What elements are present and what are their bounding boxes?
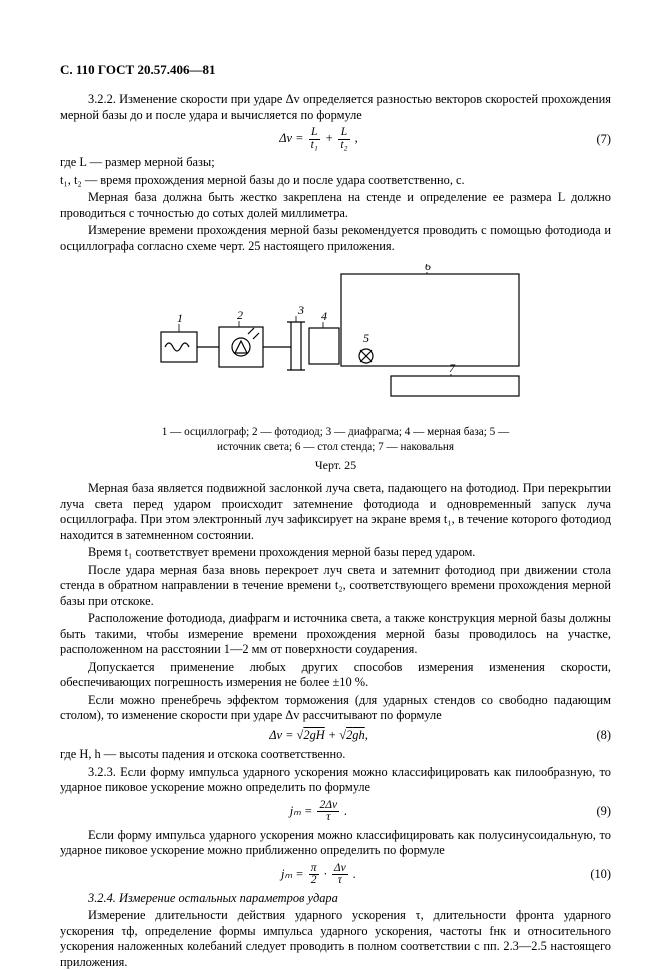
eq8-num: (8) xyxy=(577,728,611,744)
eq7-lhs: Δv = xyxy=(279,131,303,145)
eq7-end: , xyxy=(355,131,358,145)
para-base2: Измерение времени прохождения мерной баз… xyxy=(60,223,611,254)
equation-9: jₘ = 2Δvτ . (9) xyxy=(60,800,611,824)
fig-label-6: 6 xyxy=(425,264,431,273)
eq9-bot: τ xyxy=(317,811,339,824)
eq7-plus: + xyxy=(325,131,333,145)
eq9-end: . xyxy=(344,804,347,818)
eq9-top: 2Δv xyxy=(317,800,339,812)
fig-label-5: 5 xyxy=(363,331,369,345)
equation-8: Δv = √2gH + √2gh, (8) xyxy=(60,728,611,744)
eq7-f1-bot: t₁ xyxy=(309,139,320,152)
eq10-f1-bot: 2 xyxy=(309,874,319,887)
eq7-f2-top: L xyxy=(338,127,349,139)
para-mb1: Мерная база является подвижной заслонкой… xyxy=(60,481,611,543)
sec-324-title: 3.2.4. Измерение остальных параметров уд… xyxy=(60,891,611,907)
para-mb3: После удара мерная база вновь перекроет … xyxy=(60,563,611,610)
eq10-f1-top: π xyxy=(309,863,319,875)
eq7-f1-top: L xyxy=(309,127,320,139)
para-323: 3.2.3. Если форму импульса ударного уско… xyxy=(60,765,611,796)
figure-25-caption: 1 — осциллограф; 2 — фотодиод; 3 — диафр… xyxy=(156,425,516,454)
eq7-num: (7) xyxy=(577,132,611,148)
eq10-lhs: jₘ = xyxy=(281,867,304,881)
where-L: где L — размер мерной базы; xyxy=(60,155,611,171)
where-Hh: где H, h — высоты падения и отскока соот… xyxy=(60,747,611,763)
fig-label-2: 2 xyxy=(237,308,243,322)
fig-label-1: 1 xyxy=(177,311,183,325)
equation-7: Δv = Lt₁ + Lt₂ , (7) xyxy=(60,127,611,151)
eq7-f2-bot: t₂ xyxy=(338,139,349,152)
eq9-lhs: jₘ = xyxy=(290,804,313,818)
para-mb4: Расположение фотодиода, диафрагм и источ… xyxy=(60,611,611,658)
eq9-num: (9) xyxy=(577,804,611,820)
fig-label-4: 4 xyxy=(321,309,327,323)
figure-25-label: Черт. 25 xyxy=(60,458,611,473)
eq10-num: (10) xyxy=(577,867,611,883)
para-mb5: Допускается применение любых других спос… xyxy=(60,660,611,691)
eq10-f2-bot: τ xyxy=(332,874,348,887)
where-t1t2: t₁, t₂ — время прохождения мерной базы д… xyxy=(60,173,611,189)
para-324: Измерение длительности действия ударного… xyxy=(60,908,611,970)
eq10-dot: · xyxy=(324,867,327,881)
page-header: С. 110 ГОСТ 20.57.406—81 xyxy=(60,62,611,78)
fig-label-7: 7 xyxy=(449,361,456,375)
para-322a: 3.2.2. Изменение скорости при ударе Δv о… xyxy=(60,92,611,123)
para-mb2: Время t₁ соответствует времени прохожден… xyxy=(60,545,611,561)
para-sinus: Если форму импульса ударного ускорения м… xyxy=(60,828,611,859)
eq10-end: . xyxy=(353,867,356,881)
equation-10: jₘ = π2 · Δvτ . (10) xyxy=(60,863,611,887)
para-base1: Мерная база должна быть жестко закреплен… xyxy=(60,190,611,221)
eq10-f2-top: Δv xyxy=(332,863,348,875)
para-mb6: Если можно пренебречь эффектом торможени… xyxy=(60,693,611,724)
figure-25: 1 2 3 4 5 6 7 xyxy=(141,264,531,419)
fig-label-3: 3 xyxy=(297,303,304,317)
